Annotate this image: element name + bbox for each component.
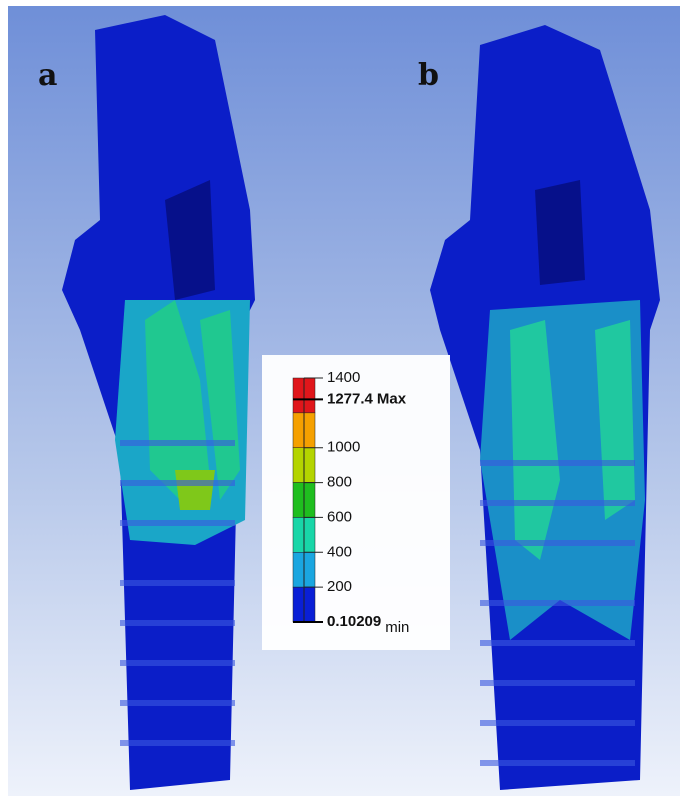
panel-label: b <box>418 58 439 93</box>
figure: a b 1400100080060040020001277.4Max0.1020… <box>0 0 688 800</box>
max-value: 1277.4 <box>327 390 374 407</box>
min-label: min <box>385 619 409 636</box>
tick-label: 600 <box>327 508 352 525</box>
max-label: Max <box>377 390 407 407</box>
min-value: 0.10209 <box>327 613 381 630</box>
tick-label: 200 <box>327 578 352 595</box>
tick-label: 1400 <box>327 369 360 386</box>
panel-label: a <box>38 58 57 93</box>
tick-label: 800 <box>327 474 352 491</box>
tick-label: 400 <box>327 543 352 560</box>
page: a b 1400100080060040020001277.4Max0.1020… <box>0 0 688 800</box>
tick-label: 1000 <box>327 439 360 456</box>
